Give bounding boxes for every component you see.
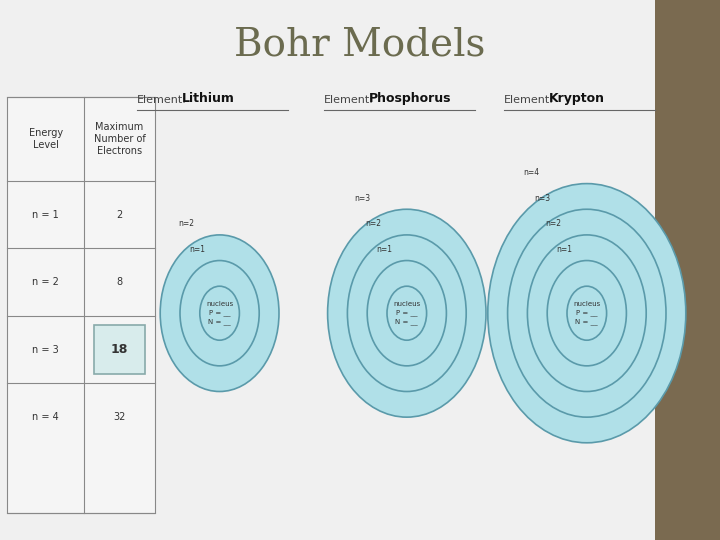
Text: n=2: n=2 <box>546 219 562 228</box>
Ellipse shape <box>567 286 606 340</box>
Ellipse shape <box>547 261 626 366</box>
Text: n=1: n=1 <box>189 245 205 254</box>
Text: Maximum
Number of
Electrons: Maximum Number of Electrons <box>94 123 145 156</box>
Text: nucleus
P = __
N = __: nucleus P = __ N = __ <box>573 301 600 325</box>
Text: nucleus
P = __
N = __: nucleus P = __ N = __ <box>393 301 420 325</box>
Text: n=2: n=2 <box>366 219 382 228</box>
Text: n=3: n=3 <box>534 194 551 202</box>
Text: Element:: Element: <box>324 95 374 105</box>
Text: 8: 8 <box>117 277 122 287</box>
Bar <box>655 0 720 540</box>
Text: Phosphorus: Phosphorus <box>369 92 451 105</box>
Text: n=1: n=1 <box>557 245 572 254</box>
Ellipse shape <box>160 235 279 392</box>
Text: 18: 18 <box>111 343 128 356</box>
Ellipse shape <box>488 184 685 443</box>
Ellipse shape <box>199 286 239 340</box>
Text: n=3: n=3 <box>354 194 371 202</box>
Text: n=4: n=4 <box>523 168 539 177</box>
Text: n = 1: n = 1 <box>32 210 59 220</box>
Text: 2: 2 <box>117 210 122 220</box>
Ellipse shape <box>367 261 446 366</box>
Ellipse shape <box>328 209 486 417</box>
Ellipse shape <box>387 286 426 340</box>
Bar <box>94 325 145 374</box>
Text: 32: 32 <box>113 412 126 422</box>
Ellipse shape <box>508 209 666 417</box>
Text: Element:: Element: <box>137 95 186 105</box>
Text: n=2: n=2 <box>179 219 194 228</box>
Text: n = 3: n = 3 <box>32 345 59 355</box>
Text: n = 4: n = 4 <box>32 412 59 422</box>
Text: Krypton: Krypton <box>549 92 605 105</box>
Text: n=1: n=1 <box>377 245 392 254</box>
Text: nucleus
P = __
N = __: nucleus P = __ N = __ <box>206 301 233 325</box>
Text: n = 2: n = 2 <box>32 277 59 287</box>
Bar <box>7 97 155 513</box>
Text: Bohr Models: Bohr Models <box>234 27 486 64</box>
Ellipse shape <box>180 261 259 366</box>
Text: Element:: Element: <box>504 95 554 105</box>
Text: Lithium: Lithium <box>181 92 234 105</box>
Ellipse shape <box>527 235 647 392</box>
Ellipse shape <box>347 235 467 392</box>
Text: Energy
Level: Energy Level <box>29 128 63 150</box>
